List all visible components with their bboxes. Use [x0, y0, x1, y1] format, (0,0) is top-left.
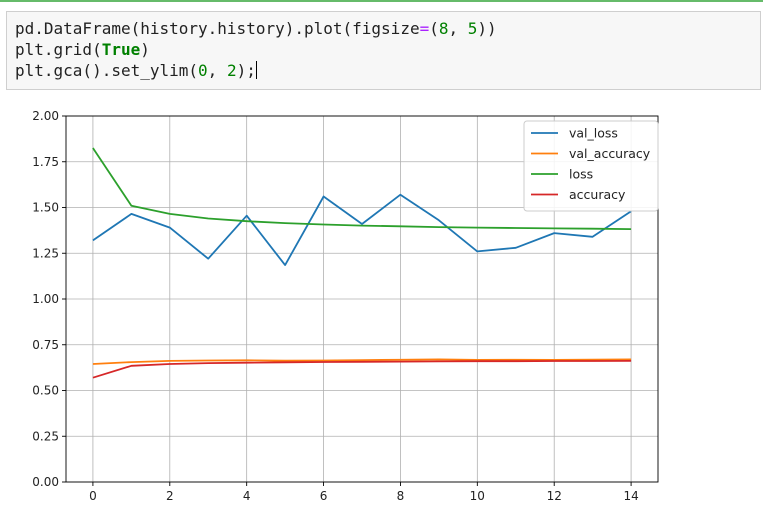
cell-output: 0 2 4 6 8 10 12 14 0.00 0.25 0.50 0.75 1.00 1.25 1.50 1… — [0, 100, 763, 511]
y-tick-label: 0.50 — [32, 384, 59, 398]
y-tick-label: 1.50 — [32, 201, 59, 215]
x-tick-label: 8 — [397, 489, 405, 503]
x-tick-label: 6 — [320, 489, 328, 503]
series-line-val-loss — [92, 193, 632, 267]
series-line-val-accuracy — [92, 358, 632, 365]
legend-label-val-loss: val_loss — [569, 126, 618, 141]
legend-box — [523, 120, 659, 212]
y-tick-label: 2.00 — [32, 109, 59, 123]
text-cursor — [255, 61, 257, 79]
x-tick-label: 4 — [243, 489, 251, 503]
x-tick-label: 14 — [623, 489, 638, 503]
series-line-accuracy — [92, 359, 632, 379]
code-cell-input[interactable]: pd.DataFrame(history.history).plot(figsi… — [6, 11, 761, 90]
y-tick-label: 1.75 — [32, 155, 59, 169]
x-tick-label: 12 — [547, 489, 562, 503]
y-tick-label: 1.25 — [32, 246, 59, 260]
code-line-1: pd.DataFrame(history.history).plot(figsi… — [15, 19, 497, 38]
y-tick-label: 0.25 — [32, 429, 59, 443]
code-line-2: plt.grid(True) — [15, 40, 150, 59]
y-tick-label: 0.75 — [32, 338, 59, 352]
cell-selection-border — [0, 0, 763, 2]
y-tick-label: 0.00 — [32, 475, 59, 489]
code-text[interactable]: pd.DataFrame(history.history).plot(figsi… — [15, 18, 497, 81]
y-tick-label: 1.00 — [32, 292, 59, 306]
series-line-loss — [92, 147, 632, 230]
legend-label-val-accuracy: val_accuracy — [569, 146, 651, 161]
line-chart: 0 2 4 6 8 10 12 14 0.00 0.25 0.50 0.75 1.00 1.25 1.50 1… — [32, 109, 659, 503]
legend-label-accuracy: accuracy — [569, 187, 626, 202]
x-tick-label: 10 — [470, 489, 485, 503]
legend-label-loss: loss — [569, 167, 593, 182]
code-line-3: plt.gca().set_ylim(0, 2); — [15, 61, 257, 80]
x-tick-label: 2 — [166, 489, 174, 503]
x-tick-label: 0 — [89, 489, 97, 503]
